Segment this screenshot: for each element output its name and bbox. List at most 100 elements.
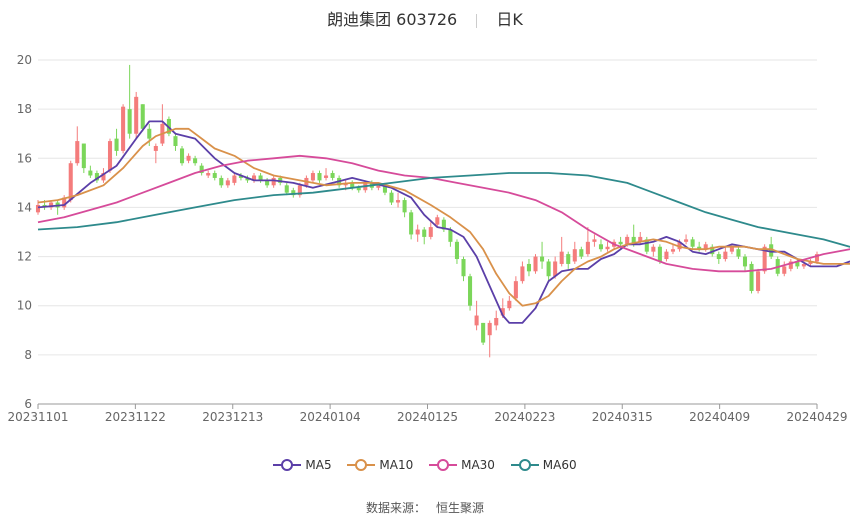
candle-down: [697, 241, 702, 252]
candle-body: [330, 173, 335, 178]
candle-down: [199, 163, 204, 176]
candle-body: [356, 187, 361, 191]
legend-label-ma5: MA5: [305, 458, 332, 472]
candle-down: [173, 133, 178, 151]
candle-down: [88, 165, 93, 178]
candle-up: [186, 153, 191, 164]
candle-body: [729, 246, 734, 252]
candle-body: [186, 155, 191, 161]
candle-body: [638, 236, 643, 242]
candle-down: [212, 170, 217, 181]
candle-body: [81, 143, 86, 169]
candle-body: [540, 256, 545, 262]
candle-up: [107, 138, 113, 174]
candle-body: [271, 177, 276, 186]
candle-body: [644, 239, 649, 252]
candle-up: [651, 244, 656, 257]
candle-body: [526, 263, 531, 272]
candle-up: [324, 168, 329, 181]
candle-body: [310, 173, 315, 181]
candle-up: [670, 244, 676, 255]
candle-body: [179, 148, 185, 164]
legend-item-ma60[interactable]: MA60: [510, 458, 577, 472]
candle-up: [153, 143, 158, 164]
candle-up: [559, 236, 564, 267]
candle-body: [553, 261, 558, 277]
candle-body: [350, 182, 355, 188]
candle-up: [808, 259, 813, 267]
candle-down: [710, 244, 715, 257]
candle-up: [232, 173, 237, 186]
candle-up: [553, 256, 558, 279]
candle-down: [540, 241, 545, 269]
x-tick-label: 20240223: [494, 410, 555, 424]
candle-body: [716, 254, 721, 260]
candle-up: [35, 200, 41, 215]
candle-body: [382, 185, 387, 193]
candle-up: [68, 160, 73, 203]
candle-down: [265, 177, 270, 188]
legend-swatch-ma30: [429, 459, 458, 471]
candle-body: [769, 244, 774, 257]
candle-body: [814, 254, 820, 262]
candle-down: [546, 259, 551, 282]
candle-body: [618, 241, 623, 245]
candle-body: [736, 249, 741, 257]
legend-item-ma30[interactable]: MA30: [429, 458, 495, 472]
candle-body: [651, 246, 656, 252]
candle-body: [35, 204, 41, 213]
candle-up: [428, 222, 433, 240]
candle-down: [317, 170, 322, 183]
candle-body: [297, 185, 302, 196]
y-tick-label: 16: [17, 151, 32, 165]
candle-down: [284, 182, 289, 196]
x-tick-label: 20240125: [397, 410, 458, 424]
legend-item-ma10[interactable]: MA10: [347, 458, 413, 472]
x-tick-label: 20240104: [300, 410, 361, 424]
candle-up: [605, 241, 610, 252]
legend-item-ma5[interactable]: MA5: [273, 458, 332, 472]
candle-body: [657, 246, 662, 262]
candle-body: [801, 263, 806, 267]
candle-body: [402, 200, 407, 213]
moving-averages: [37, 120, 850, 324]
candle-body: [199, 165, 204, 174]
candle-body: [546, 261, 551, 277]
candle-up: [206, 170, 211, 178]
candle-up: [788, 259, 793, 272]
candle-body: [723, 251, 728, 260]
candle-body: [251, 175, 257, 181]
candle-down: [402, 197, 407, 218]
candle-down: [742, 254, 748, 272]
candle-body: [232, 175, 237, 183]
candle-body: [389, 192, 394, 203]
candle-body: [592, 239, 597, 242]
candle-up: [723, 246, 728, 262]
candle-body: [291, 190, 296, 196]
y-tick-label: 12: [17, 250, 32, 264]
candle-down: [441, 217, 446, 232]
candle-body: [631, 236, 636, 245]
candle-up: [251, 173, 257, 183]
candle-down: [598, 239, 604, 252]
candle-down: [409, 209, 414, 240]
candle-body: [566, 254, 571, 264]
y-tick-label: 10: [17, 299, 32, 313]
candle-body: [782, 266, 787, 274]
candle-body: [415, 229, 420, 235]
candle-up: [664, 249, 669, 262]
series-line-ma60: [37, 172, 850, 248]
candle-up: [487, 320, 492, 358]
candle-body: [422, 229, 427, 237]
candle-body: [579, 249, 584, 257]
legend-swatch-ma5: [273, 459, 302, 471]
candle-body: [585, 241, 590, 255]
candle-body: [173, 136, 178, 146]
candle-body: [258, 175, 263, 181]
legend-swatch-ma10: [347, 459, 376, 471]
candle-down: [127, 64, 132, 139]
candle-body: [147, 128, 152, 139]
candle-body: [62, 197, 67, 208]
grid: [38, 59, 817, 405]
